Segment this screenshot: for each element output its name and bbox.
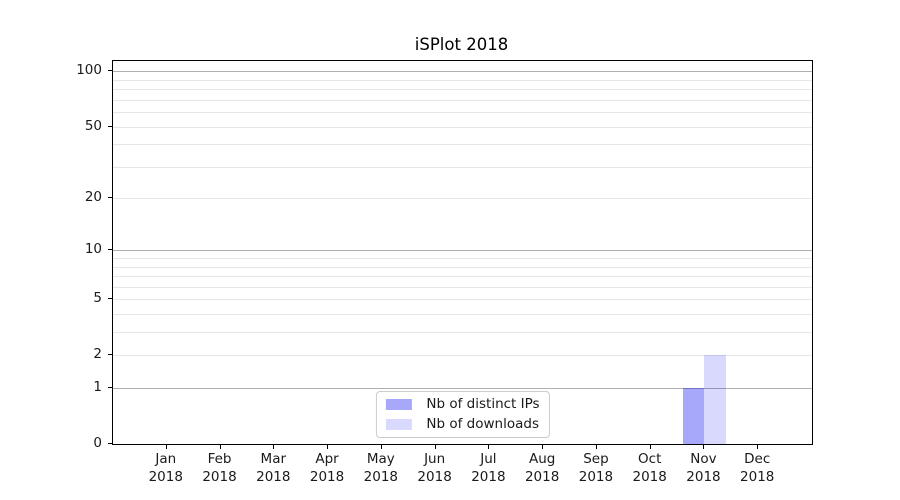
x-tick-label-sep: Sep 2018 [556,450,636,486]
x-tick-label-jan: Jan 2018 [126,450,206,486]
y-tick-label-20: 20 [84,189,102,206]
y-tick-mark-1 [108,387,112,389]
plot-area: Nb of distinct IPs Nb of downloads [112,60,813,445]
x-tick-month-mar: Mar [260,451,287,467]
gridline-minor-50 [113,126,812,128]
x-tick-mark-jun [434,445,436,449]
gridline-minor-3 [113,332,812,334]
y-tick-mark-100 [108,70,112,72]
y-tick-mark-2 [108,354,112,356]
x-tick-label-apr: Apr 2018 [287,450,367,486]
gridline-minor-70 [113,99,812,101]
x-tick-label-mar: Mar 2018 [233,450,313,486]
x-tick-month-jan: Jan [155,451,177,467]
legend-label-nb-of-distinct-ips: Nb of distinct IPs [426,396,540,412]
x-tick-year-mar: 2018 [256,469,291,485]
gridline-minor-80 [113,89,812,91]
x-tick-label-feb: Feb 2018 [180,450,260,486]
x-tick-mark-jul [488,445,490,449]
y-tick-mark-10 [108,249,112,251]
y-tick-label-10: 10 [84,241,102,258]
x-tick-mark-nov [703,445,705,449]
x-tick-year-oct: 2018 [632,469,667,485]
y-tick-mark-0 [108,443,112,444]
gridline-minor-7 [113,276,812,278]
gridline-minor-90 [113,79,812,81]
x-tick-month-aug: Aug [528,451,556,467]
y-tick-label-1: 1 [93,379,102,396]
legend-label-nb-of-downloads: Nb of downloads [426,416,539,432]
y-tick-label-0: 0 [93,435,102,451]
x-tick-mark-oct [649,445,651,449]
x-tick-month-jul: Jul [480,451,497,467]
x-tick-year-jul: 2018 [471,469,506,485]
gridline-minor-60 [113,112,812,114]
x-tick-mark-mar [273,445,275,449]
y-tick-mark-5 [108,298,112,300]
x-tick-year-jun: 2018 [417,469,452,485]
x-tick-label-jul: Jul 2018 [448,450,528,486]
y-tick-label-50: 50 [84,117,102,134]
x-tick-mark-jan [165,445,167,449]
gridline-minor-4 [113,314,812,316]
legend-swatch-nb-of-downloads [385,418,412,431]
y-tick-mark-20 [108,197,112,199]
chart-title: iSPlot 2018 [414,35,509,54]
gridline-minor-6 [113,286,812,288]
x-tick-month-dec: Dec [744,451,771,467]
legend-item-nb-of-distinct-ips: Nb of distinct IPs [385,396,540,412]
gridline-major-100 [113,71,812,73]
x-tick-year-nov: 2018 [686,469,721,485]
bar-nb-of-distinct-ips-nov [682,388,705,444]
gridline-minor-8 [113,266,812,268]
x-tick-mark-dec [757,445,759,449]
y-tick-mark-50 [108,125,112,127]
x-tick-year-sep: 2018 [578,469,614,485]
gridline-minor-20 [113,198,812,200]
x-tick-year-apr: 2018 [309,469,345,485]
y-tick-label-100: 100 [76,62,102,79]
x-tick-month-nov: Nov [690,451,717,467]
x-tick-year-feb: 2018 [202,469,237,485]
x-tick-mark-may [380,445,382,449]
x-tick-mark-feb [219,445,221,449]
legend: Nb of distinct IPs Nb of downloads [375,391,550,438]
bar-nb-of-downloads-nov [704,355,727,444]
x-tick-mark-sep [595,445,597,449]
x-tick-month-apr: Apr [315,451,339,467]
legend-swatch-nb-of-distinct-ips [385,398,412,411]
x-tick-year-may: 2018 [363,469,399,485]
gridline-minor-40 [113,144,812,146]
x-tick-month-oct: Oct [638,451,662,467]
x-tick-year-jan: 2018 [148,469,183,485]
x-tick-month-may: May [366,451,395,467]
x-tick-year-aug: 2018 [524,469,560,485]
x-tick-label-dec: Dec 2018 [717,450,797,486]
x-tick-mark-aug [542,445,544,449]
x-tick-label-may: May 2018 [341,450,421,486]
gridline-minor-30 [113,166,812,168]
gridline-major-1 [113,388,812,390]
gridline-minor-5 [113,299,812,301]
gridline-major-10 [113,250,812,252]
gridline-minor-9 [113,258,812,260]
y-tick-label-2: 2 [93,346,102,363]
x-tick-month-jun: Jun [424,451,446,467]
gridline-minor-2 [113,355,812,357]
x-tick-month-feb: Feb [207,451,232,467]
x-tick-label-oct: Oct 2018 [610,450,690,486]
x-tick-label-aug: Aug 2018 [502,450,582,486]
x-tick-year-dec: 2018 [740,469,775,485]
x-tick-label-nov: Nov 2018 [663,450,743,486]
y-tick-label-5: 5 [93,290,102,307]
legend-item-nb-of-downloads: Nb of downloads [385,416,539,432]
x-tick-mark-apr [327,445,329,449]
x-tick-label-jun: Jun 2018 [395,450,475,486]
x-tick-month-sep: Sep [583,451,609,467]
